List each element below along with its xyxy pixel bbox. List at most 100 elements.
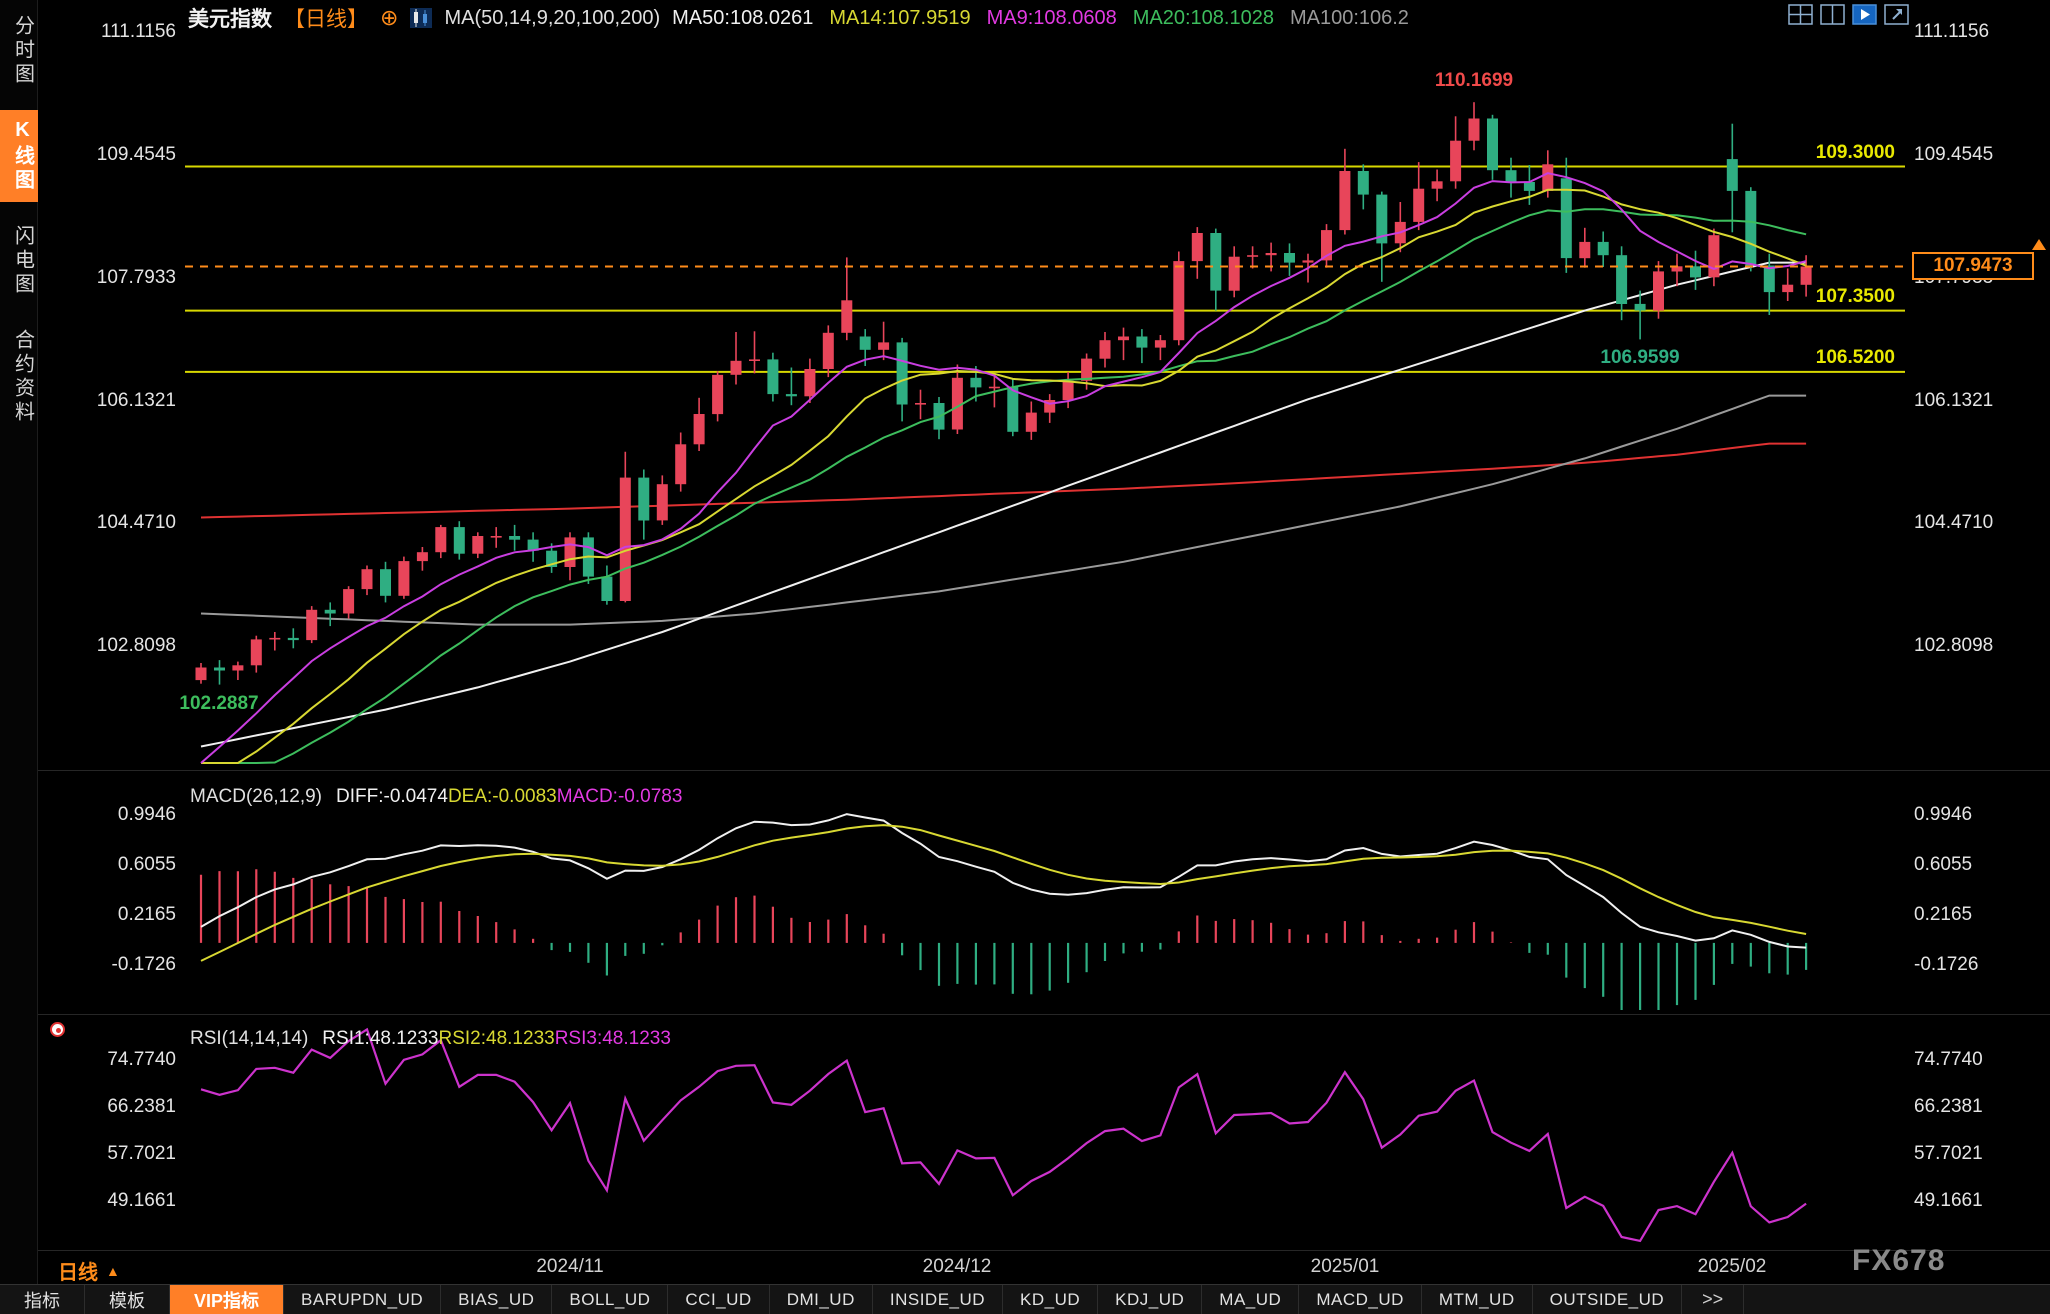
symbol-title: 美元指数 — [188, 8, 272, 31]
kline-icon[interactable] — [410, 8, 433, 28]
tab-CCI_UD[interactable]: CCI_UD — [668, 1285, 770, 1314]
axis-label: 74.7740 — [1914, 1049, 1983, 1070]
chevron-up-icon: ▲ — [106, 1262, 120, 1279]
axis-label: 106.1321 — [96, 390, 176, 411]
axis-label: 109.4545 — [96, 144, 176, 165]
ma-value-1: MA14:107.9519 — [829, 6, 971, 29]
axis-label: 57.7021 — [107, 1143, 176, 1164]
axis-label: 49.1661 — [1914, 1190, 1983, 1211]
aim-icon[interactable] — [50, 1022, 65, 1037]
tab-MACD_UD[interactable]: MACD_UD — [1299, 1285, 1422, 1314]
watermark: FX678 — [1852, 1244, 1946, 1277]
macd-value-2: MACD:-0.0783 — [556, 786, 683, 807]
date-label: 2025/02 — [1697, 1256, 1767, 1277]
rsi-value-2: RSI3:48.1233 — [554, 1028, 671, 1049]
tab-INSIDE_UD[interactable]: INSIDE_UD — [873, 1285, 1004, 1314]
axis-label: 0.6055 — [117, 854, 176, 875]
axis-label: 104.4710 — [96, 512, 176, 533]
axis-label: 0.2165 — [117, 904, 176, 925]
axis-label: 66.2381 — [107, 1096, 176, 1117]
ma-summary: MA(50,14,9,20,100,200) — [444, 6, 661, 29]
price-annotation: 110.1699 — [1434, 70, 1514, 91]
pane-separator — [38, 770, 2050, 771]
layout-icons — [1788, 4, 1909, 25]
price-line-label: 109.3000 — [1815, 142, 1895, 163]
tab-vip-indicators[interactable]: VIP指标 — [170, 1285, 285, 1314]
current-price-tag: 107.9473 — [1912, 252, 2034, 280]
axis-label: 102.8098 — [1914, 635, 1994, 656]
axis-label: 74.7740 — [107, 1049, 176, 1070]
tab-templates[interactable]: 模板 — [85, 1285, 170, 1314]
tab-KDJ_UD[interactable]: KDJ_UD — [1098, 1285, 1203, 1314]
axis-label: 104.4710 — [1914, 512, 1994, 533]
axis-label: -0.1726 — [1914, 954, 1979, 975]
rsi-header: RSI(14,14,14) RSI1:48.1233RSI2:48.1233RS… — [190, 1028, 671, 1050]
ma-value-3: MA20:108.1028 — [1132, 6, 1274, 29]
ma-value-4: MA100:106.2 — [1289, 6, 1409, 29]
sidebar-item-kline[interactable]: K线图 — [0, 110, 38, 202]
pane-separator — [38, 1250, 2050, 1251]
axis-label: 0.9946 — [117, 804, 176, 825]
period-tag: 【日线】 — [284, 8, 368, 31]
sidebar-item-contract[interactable]: 合约资料 — [11, 329, 34, 425]
macd-value-1: DEA:-0.0083 — [447, 786, 557, 807]
macd-values: DIFF:-0.0474DEA:-0.0083MACD:-0.0783 — [336, 786, 682, 808]
macd-value-0: DIFF:-0.0474 — [336, 786, 448, 807]
date-label: 2024/11 — [536, 1256, 604, 1277]
playback-icon[interactable] — [1852, 4, 1877, 25]
tab-OUTSIDE_UD[interactable]: OUTSIDE_UD — [1533, 1285, 1683, 1314]
period-selector[interactable]: 日线 ▲ — [58, 1256, 120, 1285]
period-selector-label: 日线 — [58, 1262, 98, 1284]
macd-canvas[interactable] — [185, 782, 1905, 1012]
axis-label: 107.7933 — [96, 267, 176, 288]
axis-label: 57.7021 — [1914, 1143, 1983, 1164]
tab-indicators[interactable]: 指标 — [0, 1285, 85, 1314]
axis-label: 109.4545 — [1914, 144, 1994, 165]
rsi-canvas[interactable] — [185, 1025, 1905, 1245]
tab-BIAS_UD[interactable]: BIAS_UD — [441, 1285, 553, 1314]
price-line-label: 106.5200 — [1815, 347, 1895, 368]
ma-values: MA50:108.0261 MA14:107.9519 MA9:108.0608 MA… — [672, 7, 1425, 30]
date-label: 2024/12 — [922, 1256, 992, 1277]
axis-label: 111.1156 — [1914, 21, 1990, 42]
tab-MTM_UD[interactable]: MTM_UD — [1422, 1285, 1533, 1314]
sidebar-item-timeshare[interactable]: 分时图 — [11, 15, 34, 87]
add-compare-icon[interactable]: ⊕ — [380, 5, 399, 30]
chart-header: 美元指数 【日线】 ⊕ MA(50,14,9,20,100,200) MA50:… — [188, 3, 1425, 33]
quad-layout-icon[interactable] — [1788, 4, 1813, 25]
axis-label: 111.1156 — [100, 21, 176, 42]
rsi-values: RSI1:48.1233RSI2:48.1233RSI3:48.1233 — [322, 1028, 671, 1050]
ma-value-2: MA9:108.0608 — [986, 6, 1117, 29]
ma-value-0: MA50:108.0261 — [672, 6, 814, 29]
price-arrow-icon — [2032, 239, 2046, 250]
kline-canvas[interactable] — [185, 35, 1905, 765]
macd-header: MACD(26,12,9) DIFF:-0.0474DEA:-0.0083MAC… — [190, 786, 682, 808]
macd-histogram — [199, 869, 1808, 1010]
axis-label: 49.1661 — [107, 1190, 176, 1211]
tab-DMI_UD[interactable]: DMI_UD — [770, 1285, 873, 1314]
axis-label: 0.2165 — [1914, 904, 1973, 925]
tab-BOLL_UD[interactable]: BOLL_UD — [552, 1285, 669, 1314]
left-sidebar: 分时图 K线图闪电图合约资料 — [0, 0, 38, 1284]
axis-label: 0.9946 — [1914, 804, 1973, 825]
axis-label: 66.2381 — [1914, 1096, 1983, 1117]
macd-title: MACD(26,12,9) — [190, 786, 322, 807]
axis-label: 102.8098 — [96, 635, 176, 656]
axis-label: 0.6055 — [1914, 854, 1973, 875]
popout-icon[interactable] — [1884, 4, 1909, 25]
rsi-title: RSI(14,14,14) — [190, 1028, 309, 1049]
tab-KD_UD[interactable]: KD_UD — [1003, 1285, 1099, 1314]
price-annotation: 106.9599 — [1600, 347, 1680, 368]
rsi-value-1: RSI2:48.1233 — [438, 1028, 555, 1049]
axis-label: -0.1726 — [111, 954, 176, 975]
date-label: 2025/01 — [1310, 1256, 1380, 1277]
dual-layout-icon[interactable] — [1820, 4, 1845, 25]
price-line-label: 107.3500 — [1815, 286, 1895, 307]
bottom-tab-bar: 指标 模板 VIP指标 BARUPDN_UD BIAS_UD BOLL_UD CCI_UD D… — [0, 1284, 2050, 1314]
tab-BARUPDN_UD[interactable]: BARUPDN_UD — [284, 1285, 442, 1314]
tabs-more-button[interactable]: >> — [1682, 1285, 1745, 1314]
axis-label: 106.1321 — [1914, 390, 1994, 411]
price-annotation: 102.2887 — [179, 693, 259, 714]
tab-MA_UD[interactable]: MA_UD — [1202, 1285, 1300, 1314]
sidebar-item-flash[interactable]: 闪电图 — [11, 225, 34, 297]
